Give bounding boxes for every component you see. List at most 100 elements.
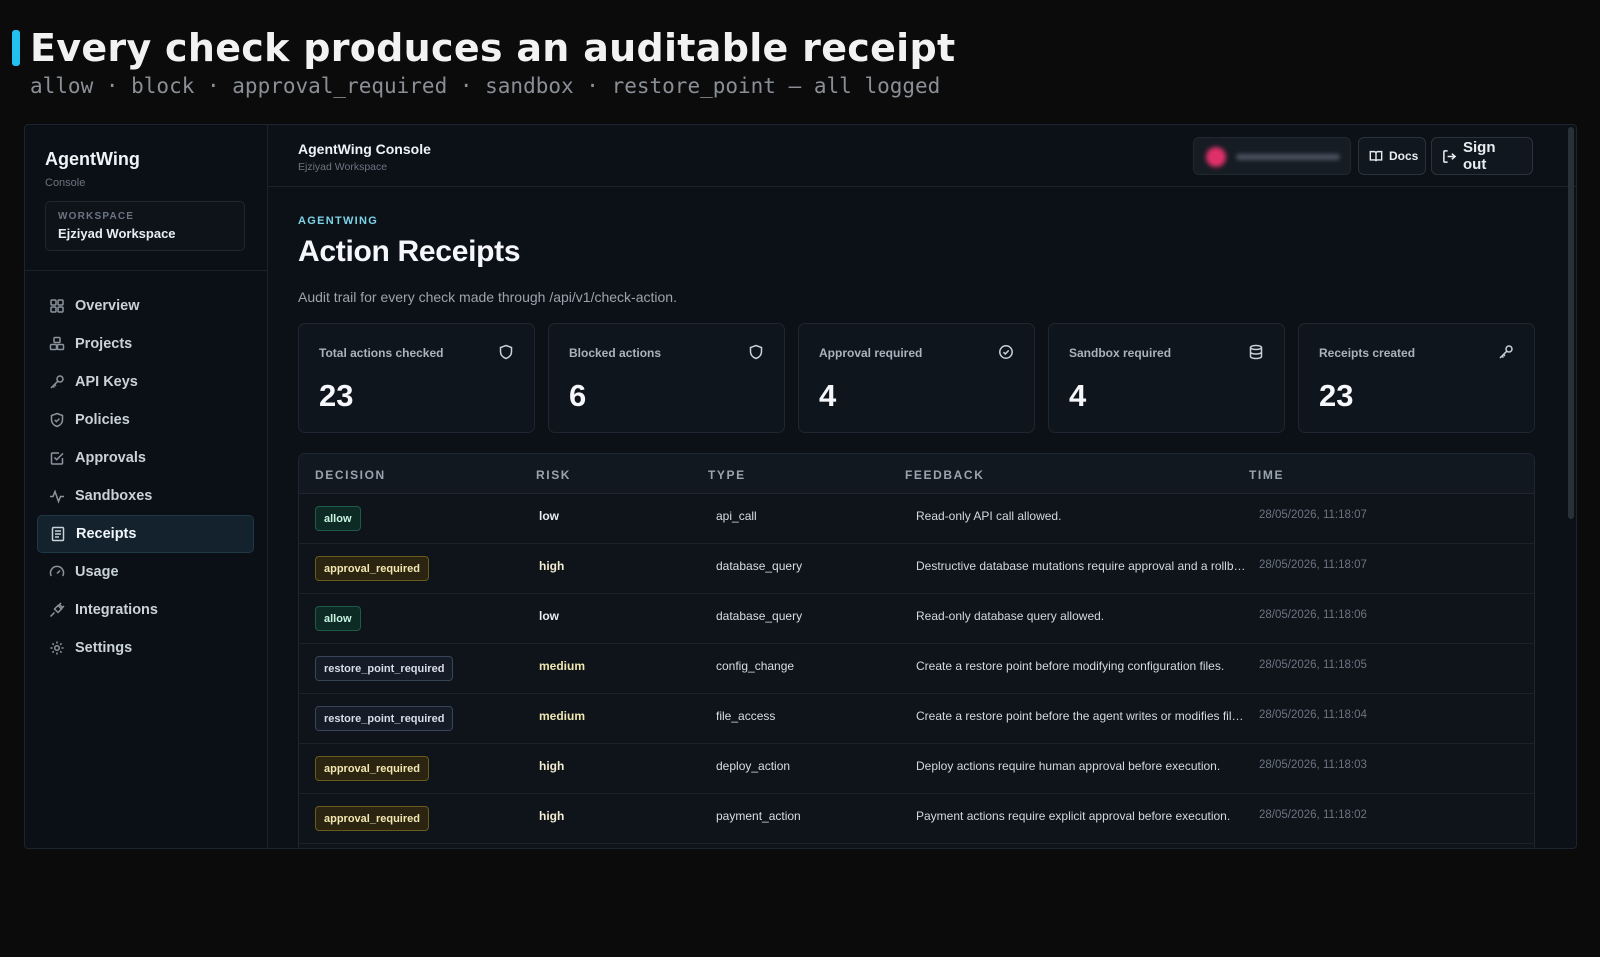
console-title: AgentWing Console xyxy=(298,141,431,157)
risk-cell: medium xyxy=(539,659,586,673)
column-header-decision[interactable]: DECISION xyxy=(315,468,386,482)
table-row[interactable]: restore_point_required medium config_cha… xyxy=(299,644,1534,694)
sidebar-item-usage[interactable]: Usage xyxy=(37,553,254,591)
avatar xyxy=(1206,147,1226,167)
table-row[interactable]: approval_required high payment_action Pa… xyxy=(299,794,1534,844)
decision-badge: allow xyxy=(315,506,361,531)
decision-badge: restore_point_required xyxy=(315,706,454,731)
column-header-time[interactable]: TIME xyxy=(1249,468,1285,482)
feedback-cell: Create a restore point before the agent … xyxy=(916,709,1246,723)
shield-icon xyxy=(749,344,763,360)
sidebar-item-overview[interactable]: Overview xyxy=(37,287,254,325)
decision-badge: allow xyxy=(315,606,361,631)
workspace-label: WORKSPACE xyxy=(58,211,135,222)
stat-card-receipts-created: Receipts created 23 xyxy=(1298,323,1535,433)
docs-button[interactable]: Docs xyxy=(1358,137,1426,175)
user-email-redacted xyxy=(1236,154,1340,160)
stat-card-total-actions: Total actions checked 23 xyxy=(298,323,535,433)
type-cell: file_access xyxy=(716,709,776,723)
type-cell: deploy_action xyxy=(716,759,791,773)
plug-icon xyxy=(49,602,65,618)
column-header-type[interactable]: TYPE xyxy=(708,468,746,482)
time-cell: 28/05/2026, 11:18:05 xyxy=(1259,659,1367,671)
feedback-cell: Destructive database mutations require a… xyxy=(916,559,1246,573)
section-eyebrow: AGENTWING xyxy=(298,215,379,227)
sidebar-item-settings[interactable]: Settings xyxy=(37,629,254,667)
sidebar-item-policies[interactable]: Policies xyxy=(37,401,254,439)
sidebar-item-label: Overview xyxy=(75,298,140,314)
table-header: DECISION RISK TYPE FEEDBACK TIME xyxy=(299,454,1534,494)
risk-cell: high xyxy=(539,809,565,823)
hero-title: Every check produces an auditable receip… xyxy=(30,26,956,70)
sidebar-nav: Overview Projects API Keys Policies Appr… xyxy=(37,287,254,667)
table-row[interactable]: restore_point_required medium file_acces… xyxy=(299,694,1534,744)
stat-value: 6 xyxy=(569,378,587,413)
risk-cell: low xyxy=(539,609,559,623)
column-header-feedback[interactable]: FEEDBACK xyxy=(905,468,985,482)
sidebar-item-api-keys[interactable]: API Keys xyxy=(37,363,254,401)
feedback-cell: Payment actions require explicit approva… xyxy=(916,809,1231,823)
time-cell: 28/05/2026, 11:18:02 xyxy=(1259,809,1367,821)
feedback-cell: Create a restore point before modifying … xyxy=(916,659,1225,673)
brand-subtitle: Console xyxy=(45,177,86,189)
workspace-switcher[interactable]: WORKSPACE Ejziyad Workspace xyxy=(45,201,245,251)
stat-label: Blocked actions xyxy=(569,346,662,360)
stat-card-sandbox-required: Sandbox required 4 xyxy=(1048,323,1285,433)
receipts-table: DECISION RISK TYPE FEEDBACK TIME allow l… xyxy=(298,453,1535,848)
table-row[interactable]: approval_required high deploy_action Dep… xyxy=(299,744,1534,794)
sidebar-item-label: Approvals xyxy=(75,450,146,466)
main-content: AGENTWING Action Receipts Audit trail fo… xyxy=(268,187,1576,848)
sidebar-item-sandboxes[interactable]: Sandboxes xyxy=(37,477,254,515)
type-cell: config_change xyxy=(716,659,795,673)
sign-out-label: Sign out xyxy=(1463,139,1496,173)
accent-bar xyxy=(12,30,20,66)
decision-badge: approval_required xyxy=(315,806,429,831)
decision-badge: restore_point_required xyxy=(315,656,454,681)
shield-icon xyxy=(499,344,513,360)
table-row[interactable]: allow low api_call Read-only API call al… xyxy=(299,494,1534,544)
key-icon xyxy=(50,375,64,389)
console-workspace: Ejziyad Workspace xyxy=(298,161,388,173)
sign-out-button[interactable]: Sign out xyxy=(1431,137,1533,175)
stat-card-blocked-actions: Blocked actions 6 xyxy=(548,323,785,433)
scrollbar-thumb[interactable] xyxy=(1568,127,1574,519)
gauge-icon xyxy=(49,565,65,577)
sidebar-item-label: Sandboxes xyxy=(75,488,153,504)
sidebar-item-receipts[interactable]: Receipts xyxy=(37,515,254,553)
risk-cell: high xyxy=(539,759,565,773)
type-cell: database_query xyxy=(716,609,803,623)
book-icon xyxy=(1369,150,1383,162)
workspace-name: Ejziyad Workspace xyxy=(58,226,176,241)
grid-icon xyxy=(50,299,64,313)
docs-label: Docs xyxy=(1389,149,1419,163)
decision-badge: approval_required xyxy=(315,556,429,581)
risk-cell: low xyxy=(539,509,559,523)
sidebar: AgentWing Console WORKSPACE Ejziyad Work… xyxy=(25,125,268,848)
table-row[interactable]: approval_required high database_query De… xyxy=(299,544,1534,594)
gear-icon xyxy=(50,641,64,655)
stat-label: Total actions checked xyxy=(319,346,444,360)
type-cell: api_call xyxy=(716,509,757,523)
brand-name: AgentWing xyxy=(45,149,140,169)
activity-icon xyxy=(50,489,64,504)
risk-cell: high xyxy=(539,559,565,573)
feedback-cell: Read-only database query allowed. xyxy=(916,609,1105,623)
stat-label: Sandbox required xyxy=(1069,346,1172,360)
page-description: Audit trail for every check made through… xyxy=(298,289,677,305)
sidebar-item-integrations[interactable]: Integrations xyxy=(37,591,254,629)
feedback-cell: Read-only API call allowed. xyxy=(916,509,1062,523)
sidebar-item-projects[interactable]: Projects xyxy=(37,325,254,363)
boxes-icon xyxy=(49,336,65,351)
decision-badge: approval_required xyxy=(315,756,429,781)
stats-row: Total actions checked 23 Blocked actions… xyxy=(298,323,1535,433)
table-row[interactable]: allow low database_query Read-only datab… xyxy=(299,594,1534,644)
sidebar-item-label: Policies xyxy=(75,412,130,428)
time-cell: 28/05/2026, 11:18:07 xyxy=(1259,509,1367,521)
sidebar-item-label: Projects xyxy=(75,336,133,352)
column-header-risk[interactable]: RISK xyxy=(536,468,572,482)
time-cell: 28/05/2026, 11:18:06 xyxy=(1259,609,1367,621)
sidebar-item-approvals[interactable]: Approvals xyxy=(37,439,254,477)
user-menu[interactable] xyxy=(1193,137,1351,175)
stat-label: Approval required xyxy=(819,346,923,360)
app-window: AgentWing Console WORKSPACE Ejziyad Work… xyxy=(24,124,1577,849)
